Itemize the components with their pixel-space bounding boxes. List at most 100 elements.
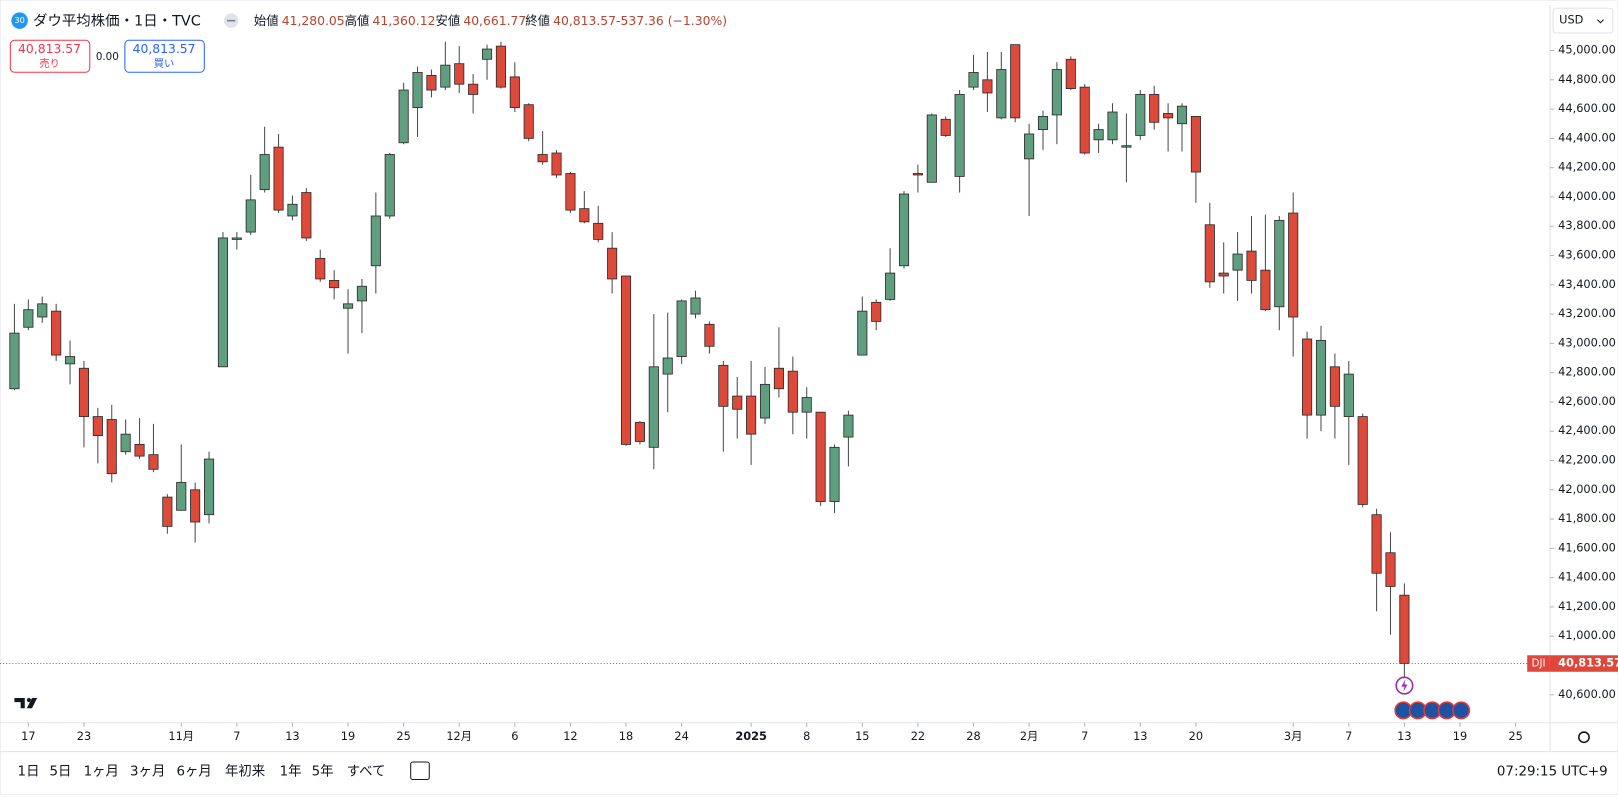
candle-body: [982, 79, 993, 94]
x-tick-label: 2025: [735, 729, 767, 743]
x-tick-label: 13: [1397, 729, 1411, 743]
candle-body: [565, 173, 576, 211]
y-tick-label: 44,600.00: [1558, 101, 1616, 115]
sell-price: 40,813.57: [18, 42, 81, 56]
clock: 07:29:15 UTC+9: [1497, 764, 1608, 779]
candle-body: [51, 310, 62, 356]
y-tick-label: 42,200.00: [1558, 453, 1616, 467]
x-tick-label: 23: [77, 729, 91, 743]
candle-body: [509, 76, 520, 109]
range-button[interactable]: 5年: [312, 763, 334, 779]
us-flag[interactable]: [1452, 701, 1471, 720]
candle-body: [829, 446, 840, 502]
candle-body: [732, 395, 743, 410]
candle-body: [454, 63, 465, 85]
x-tick-label: 18: [619, 729, 633, 743]
candle-body: [759, 383, 771, 419]
dropdown-caret: [1597, 19, 1604, 24]
toolbar: 1日 5日 1ヶ月 3ヶ月 6ヶ月 年初来 1年 5年 すべて: [18, 763, 386, 779]
buy-label: 買い: [154, 58, 175, 70]
candle-body: [926, 114, 937, 183]
x-tick-label: 12月: [446, 729, 472, 743]
x-tick-label: 3月: [1284, 729, 1303, 743]
y-tick-label: 42,000.00: [1558, 482, 1616, 496]
range-button[interactable]: 1年: [280, 763, 302, 779]
range-button[interactable]: 1日: [18, 764, 40, 779]
candle-body: [648, 366, 659, 448]
candle-body: [704, 323, 715, 347]
candle-body: [217, 237, 229, 368]
candle-body: [1079, 86, 1090, 154]
sell-button[interactable]: [9, 39, 91, 73]
candle-body: [1218, 272, 1229, 277]
candle-body: [898, 193, 910, 267]
candle-body: [481, 48, 493, 60]
range-button[interactable]: 6ヶ月: [176, 764, 211, 779]
candle-body: [1329, 366, 1340, 407]
x-tick-label: 13: [1133, 729, 1147, 743]
y-tick-label: 43,800.00: [1558, 218, 1616, 232]
y-tick-label: 44,800.00: [1558, 72, 1616, 86]
x-tick-label: 2月: [1020, 729, 1039, 743]
badge-text: 30: [14, 15, 24, 25]
low-value: 40,661.77: [463, 14, 526, 28]
x-tick-label: 28: [966, 729, 980, 743]
candle-body: [1024, 133, 1035, 160]
y-tick-label: 41,600.00: [1558, 540, 1616, 554]
y-tick-label: 43,000.00: [1558, 335, 1616, 349]
date-range-icon[interactable]: [410, 761, 430, 781]
currency-dropdown[interactable]: [1552, 7, 1614, 34]
x-tick-label: 15: [855, 729, 869, 743]
candle-body: [801, 397, 812, 413]
candle-body: [412, 72, 423, 109]
price-tag: [1549, 655, 1618, 672]
high-value: 41,360.12: [373, 14, 436, 28]
x-tick-label: 7: [1345, 729, 1352, 743]
candle-body: [106, 419, 117, 475]
candle-body: [676, 300, 687, 357]
x-tick-label: 7: [233, 729, 240, 743]
calendar-events[interactable]: [1394, 701, 1471, 720]
range-button[interactable]: すべて: [347, 763, 386, 779]
candle-body: [1315, 340, 1327, 416]
range-button[interactable]: 3ヶ月: [130, 764, 165, 779]
candle-body: [857, 310, 868, 356]
y-tick-label: 44,400.00: [1558, 130, 1616, 144]
candle-body: [523, 104, 534, 139]
candle-body: [162, 496, 173, 527]
open-label: 始値: [254, 13, 279, 28]
candle-body: [1093, 129, 1104, 141]
y-tick-label: 41,200.00: [1558, 599, 1616, 613]
candle-body: [273, 146, 284, 211]
settings-icon[interactable]: [1578, 731, 1590, 744]
y-tick-label: 42,800.00: [1558, 365, 1616, 379]
buy-button[interactable]: [124, 39, 205, 73]
candle-body: [1260, 269, 1271, 311]
candle-body: [1343, 373, 1354, 417]
candle-body: [912, 173, 923, 176]
candle-body: [1385, 552, 1396, 587]
y-tick-label: 41,800.00: [1558, 511, 1616, 525]
candle-body: [773, 367, 784, 390]
y-tick-label: 43,200.00: [1558, 306, 1616, 320]
symbol-tag-text: DJI: [1532, 658, 1546, 670]
candle-body: [1288, 212, 1299, 318]
x-tick-label: 22: [911, 729, 925, 743]
y-tick-label: 41,400.00: [1558, 570, 1616, 584]
x-tick-label: 25: [1508, 729, 1522, 743]
sell-label: 売り: [39, 57, 60, 70]
plot: [0, 41, 1550, 686]
buy-price: 40,813.57: [133, 42, 196, 56]
candle-body: [551, 152, 562, 176]
x-tick-label: 6: [511, 729, 518, 743]
range-button[interactable]: 1ヶ月: [84, 764, 119, 779]
range-button[interactable]: 5日: [50, 764, 72, 779]
candle-body: [37, 303, 48, 318]
candle-body: [356, 285, 367, 302]
candle-body: [342, 303, 354, 309]
candle-body: [968, 72, 979, 88]
candle-body: [398, 89, 409, 144]
range-button[interactable]: 年初来: [225, 763, 265, 779]
